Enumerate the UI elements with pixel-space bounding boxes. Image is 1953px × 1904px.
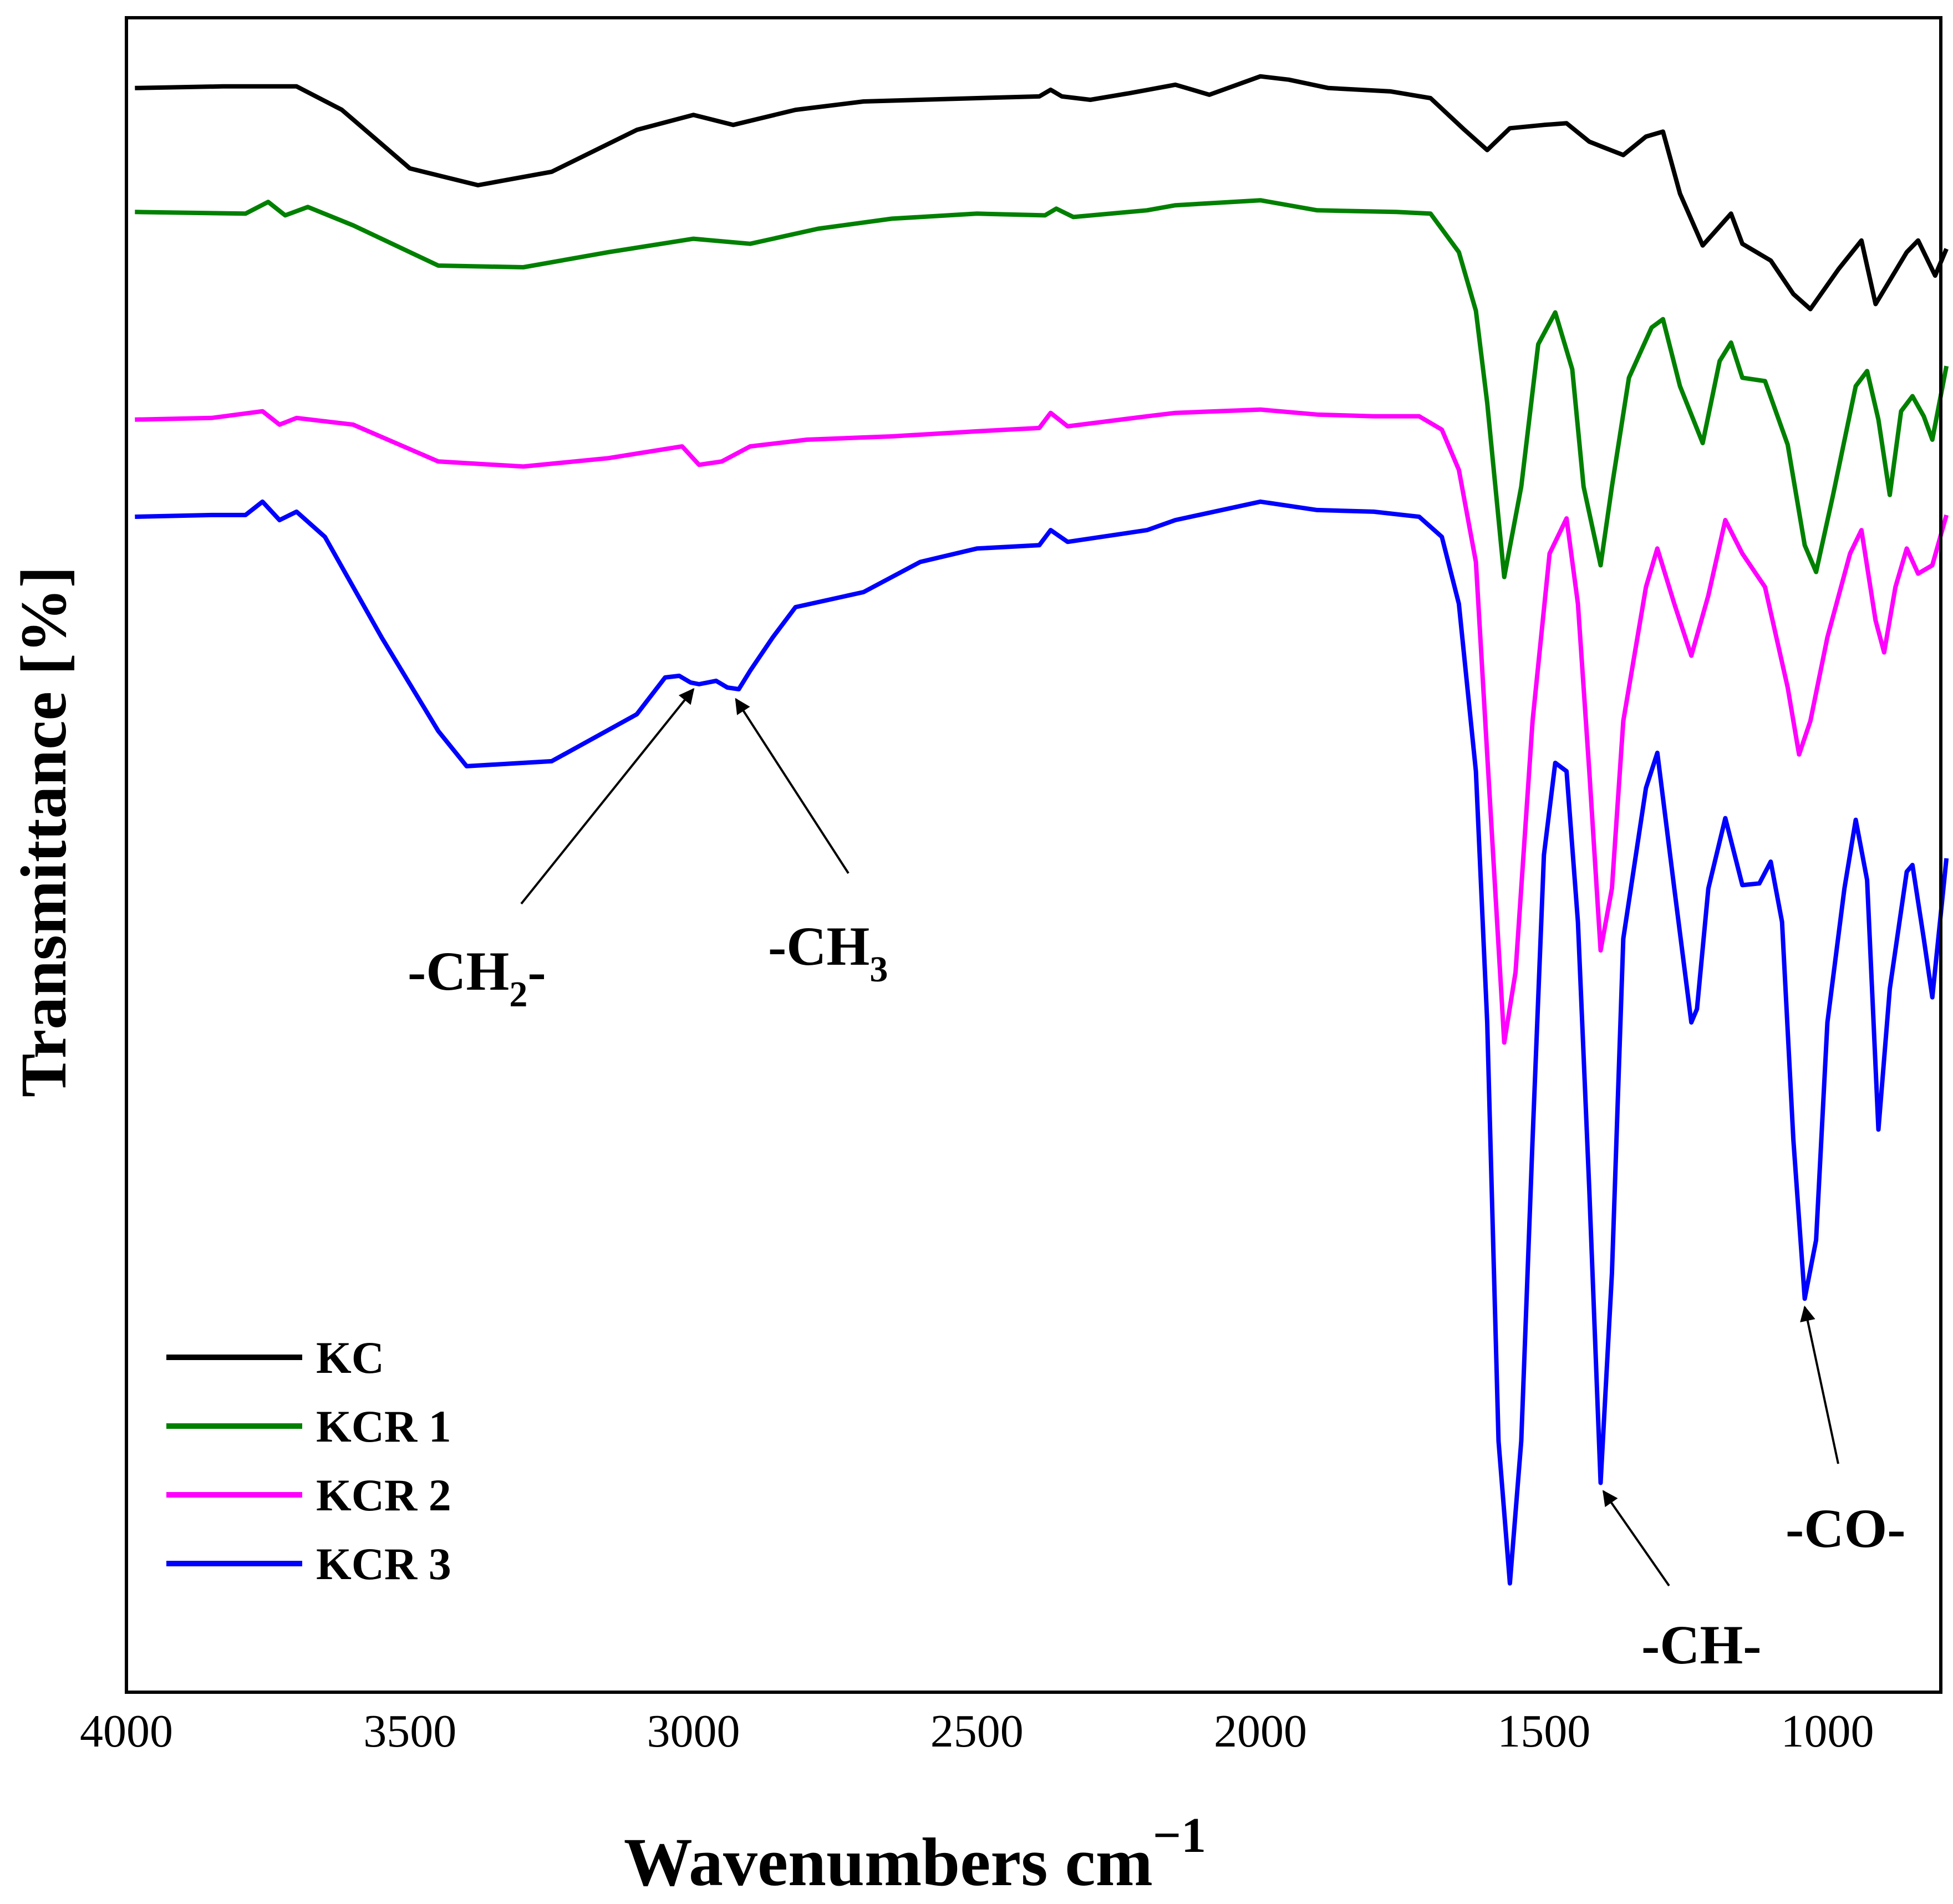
annotation-arrow — [1602, 1490, 1670, 1587]
annotation-ch3: -CH3 — [735, 698, 888, 990]
x-tick-label-1000: 1000 — [1781, 1706, 1874, 1757]
x-axis-ticks: 4000 3500 3000 2500 2000 1500 1000 — [80, 1706, 1874, 1757]
x-tick-label-4000: 4000 — [80, 1706, 173, 1757]
series-layer — [135, 74, 1949, 1586]
x-tick-label-1500: 1500 — [1497, 1706, 1590, 1757]
annotations: -CH2- -CH3 -CH- -CO- — [408, 688, 1906, 1676]
annotation-arrow — [735, 698, 850, 874]
annotation-label: -CO- — [1786, 1498, 1906, 1559]
x-tick-label-2500: 2500 — [930, 1706, 1024, 1757]
series-line-kc — [135, 74, 1949, 312]
annotation-label: -CH3 — [768, 915, 888, 990]
x-axis-title-exponent: −1 — [1153, 1808, 1206, 1863]
annotation-co: -CO- — [1786, 1305, 1906, 1559]
legend: KC KCR 1 KCR 2 KCR 3 — [166, 1332, 451, 1589]
x-axis-title-main: Wavenumbers cm — [624, 1824, 1153, 1900]
legend-label-kcr-2: KCR 2 — [316, 1470, 451, 1520]
annotation-arrow — [520, 688, 695, 905]
legend-label-kcr-1: KCR 1 — [316, 1401, 451, 1452]
annotation-ch: -CH- — [1602, 1490, 1762, 1676]
annotation-arrow — [1800, 1305, 1839, 1464]
annotation-label: -CH2- — [408, 940, 546, 1015]
plot-frame — [125, 16, 1942, 1694]
x-axis-title: Wavenumbers cm−1 — [624, 1808, 1206, 1900]
x-tick-label-3000: 3000 — [647, 1706, 740, 1757]
annotation-ch2: -CH2- — [408, 688, 695, 1015]
legend-label-kc: KC — [316, 1332, 384, 1383]
legend-label-kcr-3: KCR 3 — [316, 1539, 451, 1589]
x-tick-label-3500: 3500 — [363, 1706, 456, 1757]
series-line-kcr-2 — [135, 407, 1949, 1045]
series-line-kcr-1 — [135, 198, 1949, 579]
annotation-label: -CH- — [1641, 1614, 1762, 1676]
x-tick-label-2000: 2000 — [1214, 1706, 1307, 1757]
series-line-kcr-3 — [135, 499, 1949, 1586]
y-axis-title: Transmittance [%] — [7, 566, 80, 1097]
